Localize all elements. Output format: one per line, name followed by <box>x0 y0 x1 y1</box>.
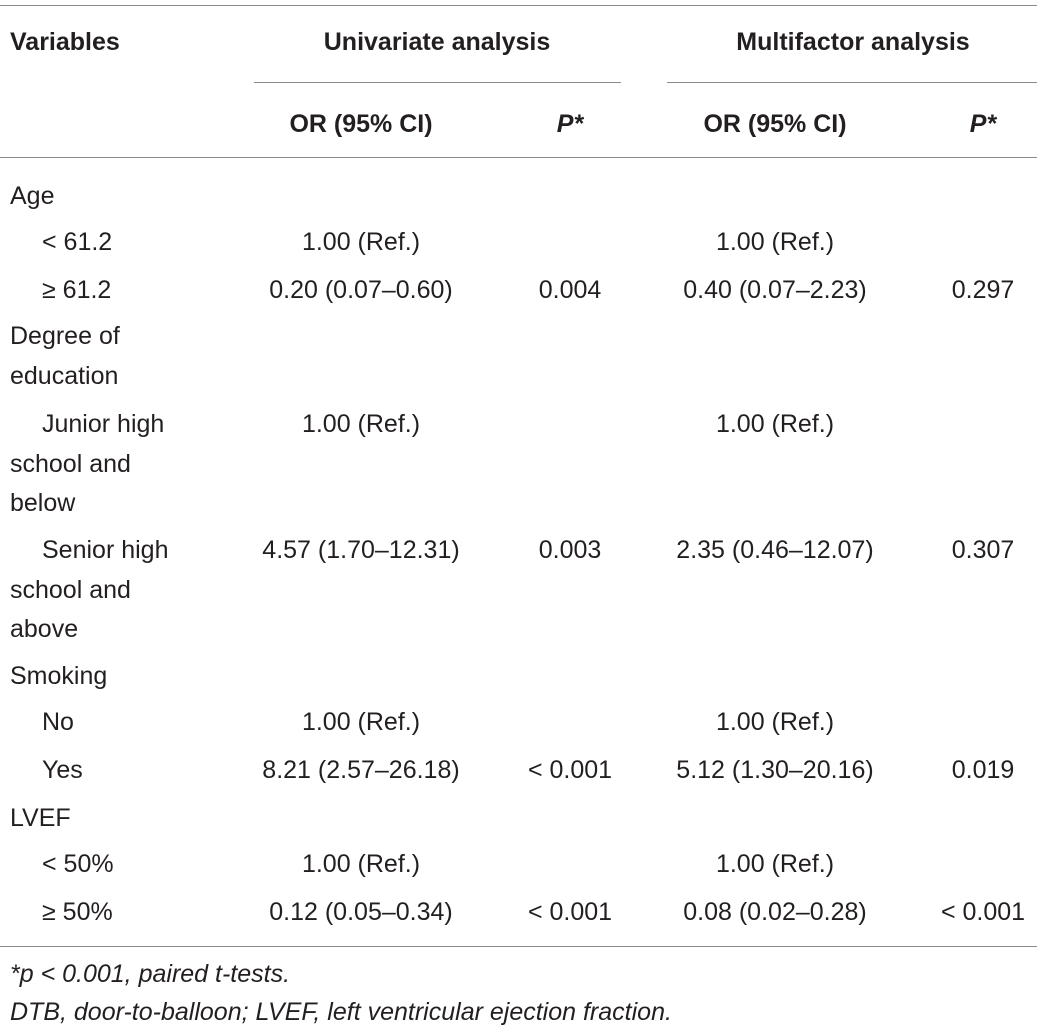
header-p-multifactor: P* <box>969 110 997 138</box>
header-univariate: Univariate analysis <box>323 28 551 56</box>
cell-univariate-or: 1.00 (Ref.) <box>301 410 421 438</box>
cell-univariate-or: 0.12 (0.05–0.34) <box>269 898 453 926</box>
row-label: Smoking <box>10 662 108 690</box>
cell-univariate-or: 1.00 (Ref.) <box>301 708 421 736</box>
header-rule <box>0 157 1037 158</box>
header-or-ci-univariate: OR (95% CI) <box>289 110 433 138</box>
footnote-abbreviations: DTB, door-to-balloon; LVEF, left ventric… <box>10 998 672 1026</box>
cell-univariate-or: 4.57 (1.70–12.31) <box>262 536 460 564</box>
row-label: Junior high <box>42 410 165 438</box>
cell-univariate-p: < 0.001 <box>527 756 613 784</box>
row-label: school and <box>10 576 131 604</box>
row-label: LVEF <box>10 804 71 832</box>
cell-multifactor-or: 0.08 (0.02–0.28) <box>683 898 867 926</box>
cell-multifactor-or: 1.00 (Ref.) <box>715 228 835 256</box>
row-label: Senior high <box>42 536 169 564</box>
cell-univariate-or: 1.00 (Ref.) <box>301 228 421 256</box>
cell-multifactor-or: 5.12 (1.30–20.16) <box>676 756 874 784</box>
row-label: above <box>10 615 79 643</box>
cell-multifactor-or: 1.00 (Ref.) <box>715 410 835 438</box>
footnote-significance: *p < 0.001, paired t-tests. <box>10 960 291 988</box>
row-label: Age <box>10 182 55 210</box>
cell-multifactor-p: 0.307 <box>951 536 1015 564</box>
row-label: ≥ 61.2 <box>42 276 112 304</box>
cell-multifactor-or: 1.00 (Ref.) <box>715 850 835 878</box>
header-p-univariate: P* <box>556 110 584 138</box>
univariate-underline <box>254 82 621 83</box>
row-label: No <box>42 708 74 736</box>
row-label: < 50% <box>42 850 114 878</box>
top-rule <box>0 5 1037 6</box>
cell-multifactor-or: 1.00 (Ref.) <box>715 708 835 736</box>
row-label: < 61.2 <box>42 228 113 256</box>
multifactor-underline <box>667 82 1037 83</box>
cell-univariate-or: 8.21 (2.57–26.18) <box>262 756 460 784</box>
cell-univariate-p: < 0.001 <box>527 898 613 926</box>
row-label: ≥ 50% <box>42 898 113 926</box>
row-label: Degree of <box>10 322 120 350</box>
cell-multifactor-p: < 0.001 <box>940 898 1026 926</box>
bottom-rule <box>0 946 1037 947</box>
row-label: education <box>10 362 119 390</box>
row-label: below <box>10 489 76 517</box>
header-variables: Variables <box>10 28 120 56</box>
row-label: Yes <box>42 756 83 784</box>
cell-univariate-p: 0.004 <box>538 276 602 304</box>
header-multifactor: Multifactor analysis <box>736 28 970 56</box>
header-or-ci-multifactor: OR (95% CI) <box>703 110 847 138</box>
cell-multifactor-or: 0.40 (0.07–2.23) <box>683 276 867 304</box>
cell-univariate-or: 0.20 (0.07–0.60) <box>269 276 453 304</box>
cell-multifactor-p: 0.297 <box>951 276 1015 304</box>
cell-univariate-or: 1.00 (Ref.) <box>301 850 421 878</box>
cell-multifactor-or: 2.35 (0.46–12.07) <box>676 536 874 564</box>
row-label: school and <box>10 450 131 478</box>
cell-univariate-p: 0.003 <box>538 536 602 564</box>
cell-multifactor-p: 0.019 <box>951 756 1015 784</box>
